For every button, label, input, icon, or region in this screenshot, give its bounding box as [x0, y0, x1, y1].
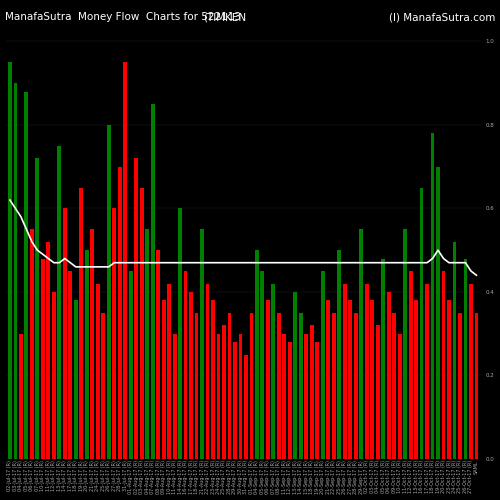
- Bar: [85, 250, 88, 459]
- Bar: [211, 300, 215, 459]
- Bar: [282, 334, 286, 459]
- Bar: [343, 284, 346, 459]
- Bar: [260, 271, 264, 459]
- Bar: [277, 313, 281, 459]
- Bar: [294, 292, 298, 459]
- Bar: [112, 208, 116, 459]
- Bar: [442, 271, 446, 459]
- Bar: [140, 188, 143, 459]
- Bar: [216, 334, 220, 459]
- Bar: [370, 300, 374, 459]
- Bar: [90, 230, 94, 459]
- Text: ManafaSutra  Money Flow  Charts for 522113: ManafaSutra Money Flow Charts for 522113: [5, 12, 241, 22]
- Bar: [189, 292, 193, 459]
- Bar: [392, 313, 396, 459]
- Bar: [36, 158, 40, 459]
- Bar: [288, 342, 292, 459]
- Bar: [408, 271, 412, 459]
- Bar: [19, 334, 23, 459]
- Bar: [63, 208, 66, 459]
- Bar: [96, 284, 100, 459]
- Bar: [430, 134, 434, 459]
- Bar: [58, 146, 62, 459]
- Bar: [8, 62, 12, 459]
- Bar: [447, 300, 451, 459]
- Bar: [107, 125, 110, 459]
- Bar: [156, 250, 160, 459]
- Bar: [458, 313, 462, 459]
- Bar: [464, 258, 468, 459]
- Bar: [365, 284, 368, 459]
- Bar: [150, 104, 154, 459]
- Bar: [310, 326, 314, 459]
- Bar: [74, 300, 78, 459]
- Bar: [474, 313, 478, 459]
- Text: (TIMKEN: (TIMKEN: [204, 12, 246, 22]
- Bar: [46, 242, 50, 459]
- Bar: [255, 250, 259, 459]
- Bar: [228, 313, 232, 459]
- Bar: [326, 300, 330, 459]
- Bar: [338, 250, 341, 459]
- Bar: [14, 83, 18, 459]
- Bar: [469, 284, 473, 459]
- Bar: [425, 284, 429, 459]
- Bar: [129, 271, 132, 459]
- Bar: [30, 230, 34, 459]
- Bar: [250, 313, 254, 459]
- Bar: [172, 334, 176, 459]
- Bar: [24, 92, 28, 459]
- Bar: [124, 62, 127, 459]
- Bar: [145, 230, 149, 459]
- Bar: [299, 313, 302, 459]
- Text: (I) ManafaSutra.com: (I) ManafaSutra.com: [388, 12, 495, 22]
- Bar: [118, 166, 122, 459]
- Bar: [206, 284, 210, 459]
- Bar: [332, 313, 336, 459]
- Bar: [184, 271, 188, 459]
- Bar: [304, 334, 308, 459]
- Bar: [452, 242, 456, 459]
- Bar: [68, 271, 72, 459]
- Bar: [266, 300, 270, 459]
- Bar: [200, 230, 204, 459]
- Bar: [52, 292, 56, 459]
- Bar: [403, 230, 407, 459]
- Bar: [348, 300, 352, 459]
- Bar: [134, 158, 138, 459]
- Bar: [376, 326, 380, 459]
- Bar: [381, 258, 385, 459]
- Bar: [272, 284, 276, 459]
- Bar: [238, 334, 242, 459]
- Bar: [354, 313, 358, 459]
- Bar: [420, 188, 424, 459]
- Bar: [102, 313, 105, 459]
- Bar: [360, 230, 363, 459]
- Bar: [233, 342, 237, 459]
- Bar: [244, 354, 248, 459]
- Bar: [436, 166, 440, 459]
- Bar: [178, 208, 182, 459]
- Bar: [386, 292, 390, 459]
- Bar: [222, 326, 226, 459]
- Bar: [41, 258, 45, 459]
- Bar: [321, 271, 324, 459]
- Bar: [194, 313, 198, 459]
- Bar: [316, 342, 319, 459]
- Bar: [162, 300, 166, 459]
- Bar: [167, 284, 171, 459]
- Bar: [398, 334, 402, 459]
- Bar: [414, 300, 418, 459]
- Bar: [80, 188, 83, 459]
